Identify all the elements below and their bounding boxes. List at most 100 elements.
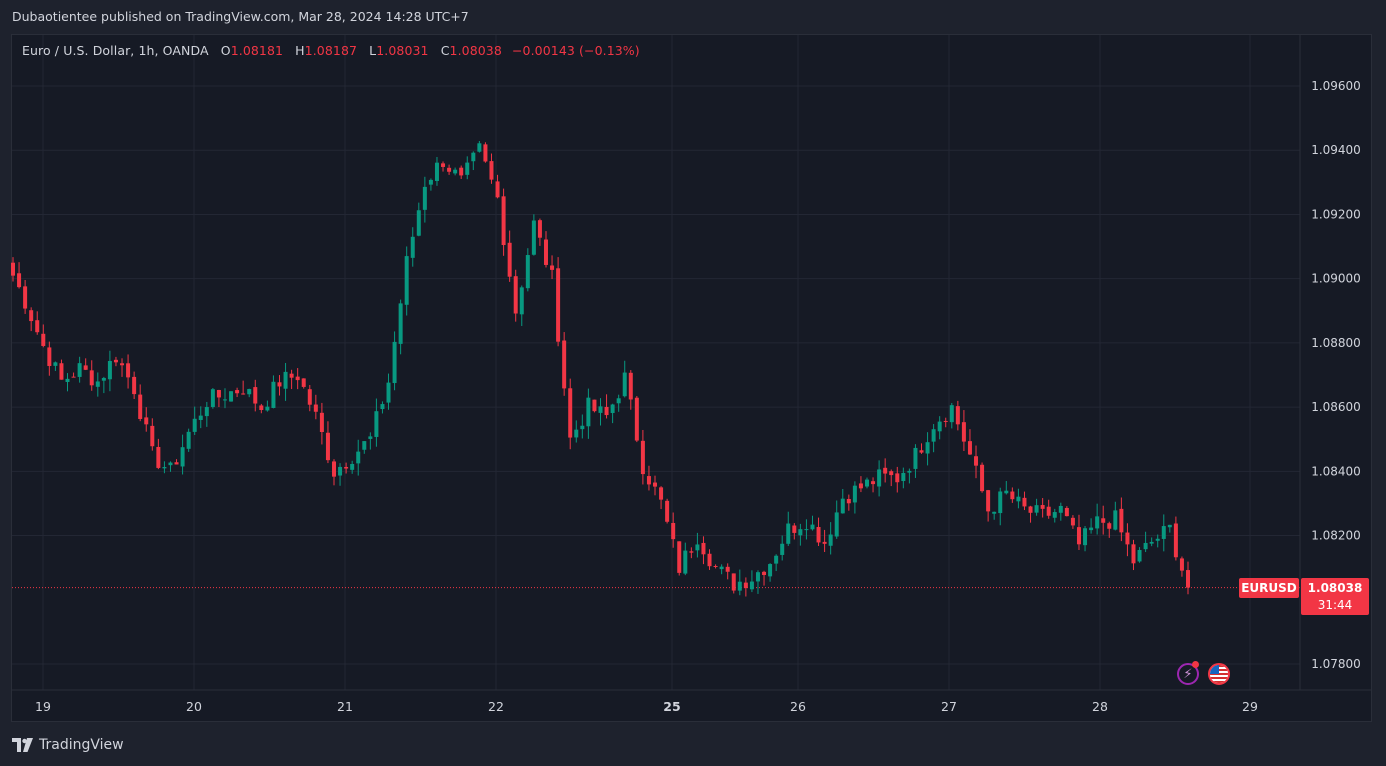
candle [265,400,270,412]
candle [386,373,391,410]
time-tick-label: 28 [1092,699,1108,714]
candle [283,362,288,401]
candle [622,360,627,398]
candle [1058,502,1063,521]
candle [144,407,149,432]
candle [1107,521,1112,538]
candle [525,248,530,292]
candle [901,467,906,489]
candle [368,432,373,450]
price-tick-label: 1.09000 [1311,272,1361,286]
candle [913,444,918,478]
candle [29,307,34,332]
candle [198,406,203,429]
candle [998,487,1003,526]
candle [138,384,143,422]
candle [725,563,730,580]
candle [1083,525,1088,552]
candle [150,418,155,451]
notification-dot [1192,661,1199,668]
candle [943,417,948,428]
candle [634,396,639,443]
candle [562,332,567,396]
candle [713,564,718,569]
candle [925,432,930,466]
tradingview-brand[interactable]: TradingView [12,737,124,753]
candle [967,429,972,455]
candle [858,476,863,493]
candle [701,536,706,565]
candle [295,368,300,390]
candle [743,577,748,597]
instrument-title[interactable]: Euro / U.S. Dollar, 1h, OANDA [22,43,209,58]
candle [410,227,415,267]
candle [471,151,476,171]
candle [1113,501,1118,531]
candle [974,445,979,479]
candle [338,463,343,486]
candle [1137,547,1142,563]
price-tick-label: 1.08800 [1311,336,1361,350]
candle [95,372,100,397]
ohlc-legend: Euro / U.S. Dollar, 1h, OANDA O1.08181 H… [22,43,640,58]
candle [398,299,403,355]
candle [907,468,912,484]
candle [780,535,785,561]
candle [241,380,246,395]
candle [852,481,857,514]
candle [59,359,64,380]
candle [307,385,312,412]
candle [616,394,621,412]
candle [798,523,803,546]
candle [628,370,633,410]
candle [1046,499,1051,519]
us-flag-icon[interactable] [1208,663,1230,685]
candle [89,360,94,391]
chart-panel[interactable] [11,34,1372,722]
candle [568,378,573,450]
candle [1149,537,1154,547]
price-axis: 1.09600 1.09400 1.09200 1.09000 1.08800 1.086… [1311,79,1361,671]
high-value: 1.08187 [304,43,358,58]
candle [1004,480,1009,495]
low-value: 1.08031 [376,43,429,58]
candle [1034,498,1039,516]
candle [737,569,742,596]
candle [864,477,869,489]
events-lightning-icon[interactable]: ⚡ [1177,663,1199,685]
candle [392,331,397,391]
candle [1076,514,1081,551]
candle [949,402,954,429]
last-price-value: 1.08038 [1307,581,1363,595]
candle [1131,539,1136,571]
candle [537,218,542,246]
candle [1101,505,1106,535]
candle [168,461,173,472]
close-label: C [440,43,450,58]
candle [731,573,736,594]
candles [11,141,1190,597]
candle [550,255,555,280]
candle [325,421,330,464]
candle [828,522,833,555]
candle [659,486,664,510]
candle [671,512,676,548]
candle [919,443,924,454]
candle [428,178,433,191]
candle [804,519,809,540]
candle [640,429,645,485]
candle [1070,515,1075,529]
candle [416,202,421,237]
candle [23,279,28,314]
price-tick-label: 1.09600 [1311,79,1361,93]
candle [180,434,185,475]
candle [77,356,82,383]
low-label: L [369,43,377,58]
candle [483,142,488,163]
candle [259,403,264,414]
candle [961,410,966,452]
candle [132,371,137,400]
candle [610,403,615,424]
candle [840,488,845,514]
